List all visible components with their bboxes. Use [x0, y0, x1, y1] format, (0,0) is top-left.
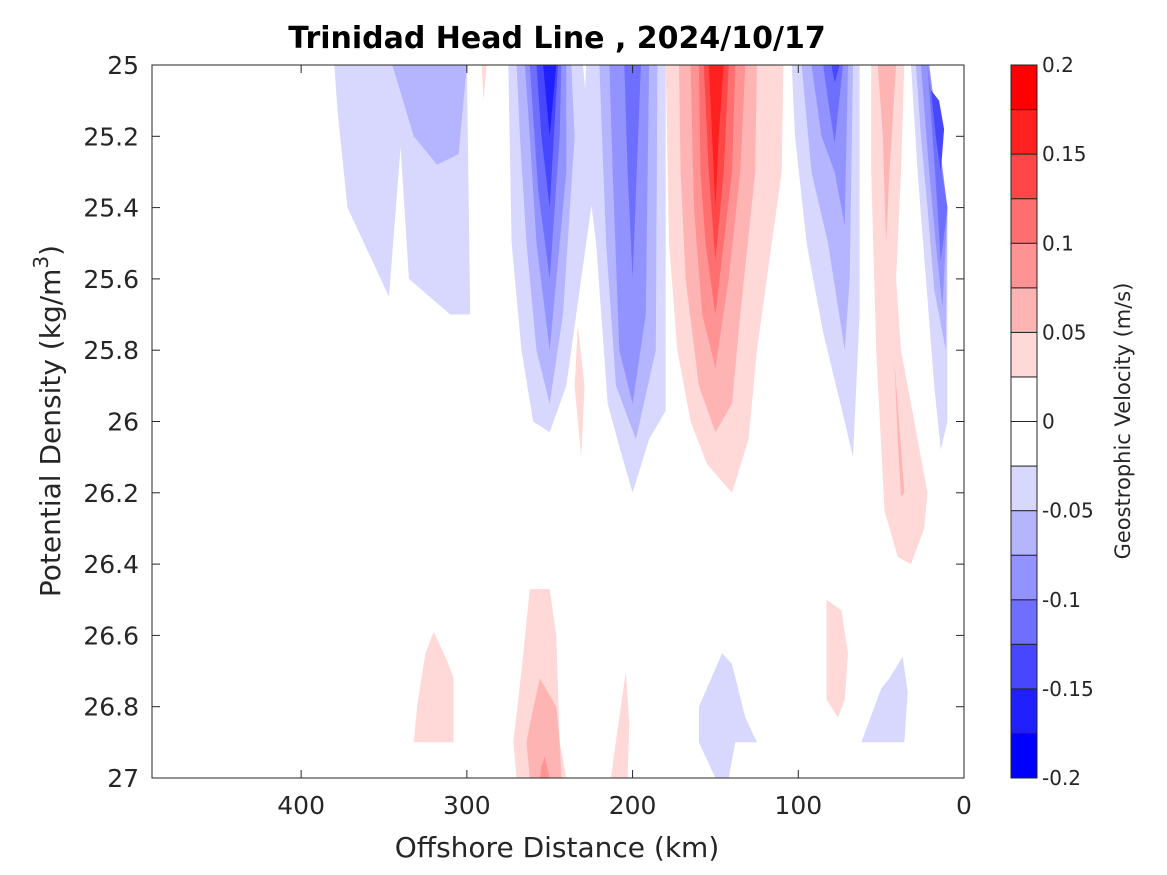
y-axis-title-suffix: ): [34, 245, 67, 256]
contour-region-blue-80-l3: [811, 65, 848, 226]
contour-region-red-deep-80: [826, 599, 848, 718]
contour-region-blue-deep-145: [698, 653, 757, 778]
y-axis: 25 25.2 25.4 25.6 25.8 26 26.2 26.4 26.6 26.8 27: [83, 51, 964, 793]
contour-regions: [334, 65, 948, 778]
x-tick-label: 200: [609, 791, 657, 820]
contour-region-blue-80-l5: [831, 65, 840, 83]
colorbar-tick-label: 0.05: [1042, 320, 1087, 344]
colorbar-segment: [1010, 64, 1038, 111]
contour-region-blue-250-l6: [543, 65, 557, 137]
contour-region-blue-coast-l4: [927, 65, 948, 262]
contour-region-red-50-l2b: [894, 360, 905, 497]
y-tick-label: 25: [107, 51, 139, 80]
contour-region-red-deep-208: [611, 671, 630, 778]
x-tick-label: 0: [956, 791, 972, 820]
contour-region-blue-deep-50: [861, 656, 908, 743]
y-axis-title-superscript: 3: [29, 256, 53, 269]
colorbar-tick-label: 0.15: [1042, 142, 1087, 166]
contour-region-red-50-l2: [877, 65, 897, 244]
contour-region-red-deep-255-l2: [526, 678, 562, 778]
colorbar-tick-label: -0.15: [1042, 677, 1094, 701]
colorbar-segment: [1010, 465, 1038, 512]
colorbar-segment: [1010, 376, 1038, 422]
y-tick-label: 25.2: [83, 122, 139, 151]
contour-region-red-150-l6: [708, 65, 724, 208]
contour-region-blue-far-offshore-core: [392, 65, 467, 165]
contour-region-blue-200-l3: [609, 65, 650, 404]
colorbar-segment: [1010, 153, 1038, 200]
colorbar-segment: [1010, 599, 1038, 645]
colorbar-segment: [1010, 287, 1038, 333]
colorbar-segment: [1010, 421, 1038, 467]
y-tick-label: 25.6: [83, 265, 139, 294]
colorbar-frame: [1010, 64, 1038, 779]
y-tick-label: 27: [107, 764, 139, 793]
x-tick-label: 100: [774, 791, 822, 820]
contour-region-blue-coast-l5: [930, 90, 945, 172]
colorbar-segment: [1010, 331, 1038, 378]
y-tick-label: 26: [107, 408, 139, 437]
colorbar-segment: [1010, 242, 1038, 289]
colorbar: 0.2 0.15 0.1 0.05 0 -0.05 -0.1 -0.15 -0.2: [1010, 53, 1094, 790]
contour-region-red-sliver-230: [574, 325, 585, 458]
x-tick-label: 400: [277, 791, 325, 820]
contour-region-blue-200-l4: [624, 65, 641, 279]
colorbar-tick-label: -0.05: [1042, 499, 1094, 523]
contour-region-blue-80-l4: [823, 65, 843, 144]
y-axis-title-main: Potential Density (kg/m: [34, 269, 67, 598]
contour-region-red-deep-255-l3: [539, 756, 550, 778]
colorbar-tick-label: 0.1: [1042, 231, 1074, 255]
colorbar-segment: [1010, 643, 1038, 690]
chart-title: Trinidad Head Line , 2024/10/17: [288, 21, 825, 56]
colorbar-segment: [1010, 510, 1038, 556]
colorbar-title: Geostrophic Velocity (m/s): [1111, 283, 1135, 560]
y-tick-label: 25.4: [83, 194, 139, 223]
colorbar-tick-label: 0: [1042, 410, 1055, 434]
colorbar-segment: [1010, 109, 1038, 155]
y-tick-label: 26.2: [83, 479, 139, 508]
y-tick-label: 26.6: [83, 621, 139, 650]
y-axis-title: Potential Density (kg/m3): [29, 245, 67, 597]
colorbar-segment: [1010, 198, 1038, 244]
y-tick-label: 26.4: [83, 550, 139, 579]
x-axis: 400 300 200 100 0: [277, 65, 972, 820]
colorbar-segment: [1010, 732, 1038, 779]
colorbar-segment: [1010, 554, 1038, 601]
colorbar-tick-label: -0.2: [1042, 766, 1081, 790]
contour-region-red-deep-320: [413, 631, 454, 743]
contour-region-red-sliver-290: [481, 65, 487, 101]
x-axis-title: Offshore Distance (km): [395, 831, 720, 864]
y-tick-label: 26.8: [83, 693, 139, 722]
y-tick-label: 25.8: [83, 336, 139, 365]
colorbar-tick-label: -0.1: [1042, 588, 1081, 612]
colorbar-segment: [1010, 688, 1038, 734]
x-tick-label: 300: [443, 791, 491, 820]
colorbar-tick-label: 0.2: [1042, 53, 1074, 77]
